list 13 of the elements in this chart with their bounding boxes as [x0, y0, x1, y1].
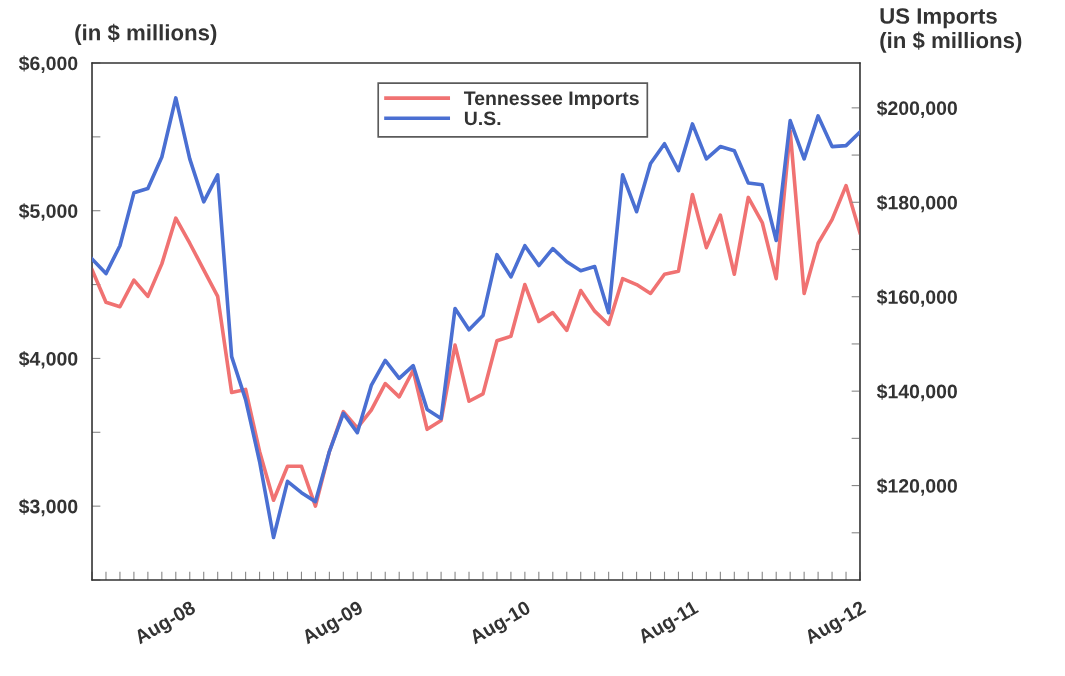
y-tick-label: $4,000	[18, 351, 78, 369]
y2-tick-label: $200,000	[876, 100, 957, 118]
y2-tick-label: $140,000	[876, 383, 957, 402]
y2-tick-label: $120,000	[876, 478, 957, 496]
y-tick-label: $3,000	[18, 498, 78, 517]
y-axis-title: (in $ millions)	[75, 23, 217, 45]
y-tick-label: $6,000	[18, 55, 78, 74]
y-tick-label: $5,000	[18, 203, 78, 221]
legend-label: U.S.	[464, 111, 501, 126]
y2-axis-title: US Imports (in $ millions)	[880, 8, 1022, 53]
legend-label: Tennessee Imports	[463, 91, 639, 109]
y2-tick-label: $160,000	[876, 289, 957, 307]
y2-tick-label: $180,000	[876, 194, 957, 213]
